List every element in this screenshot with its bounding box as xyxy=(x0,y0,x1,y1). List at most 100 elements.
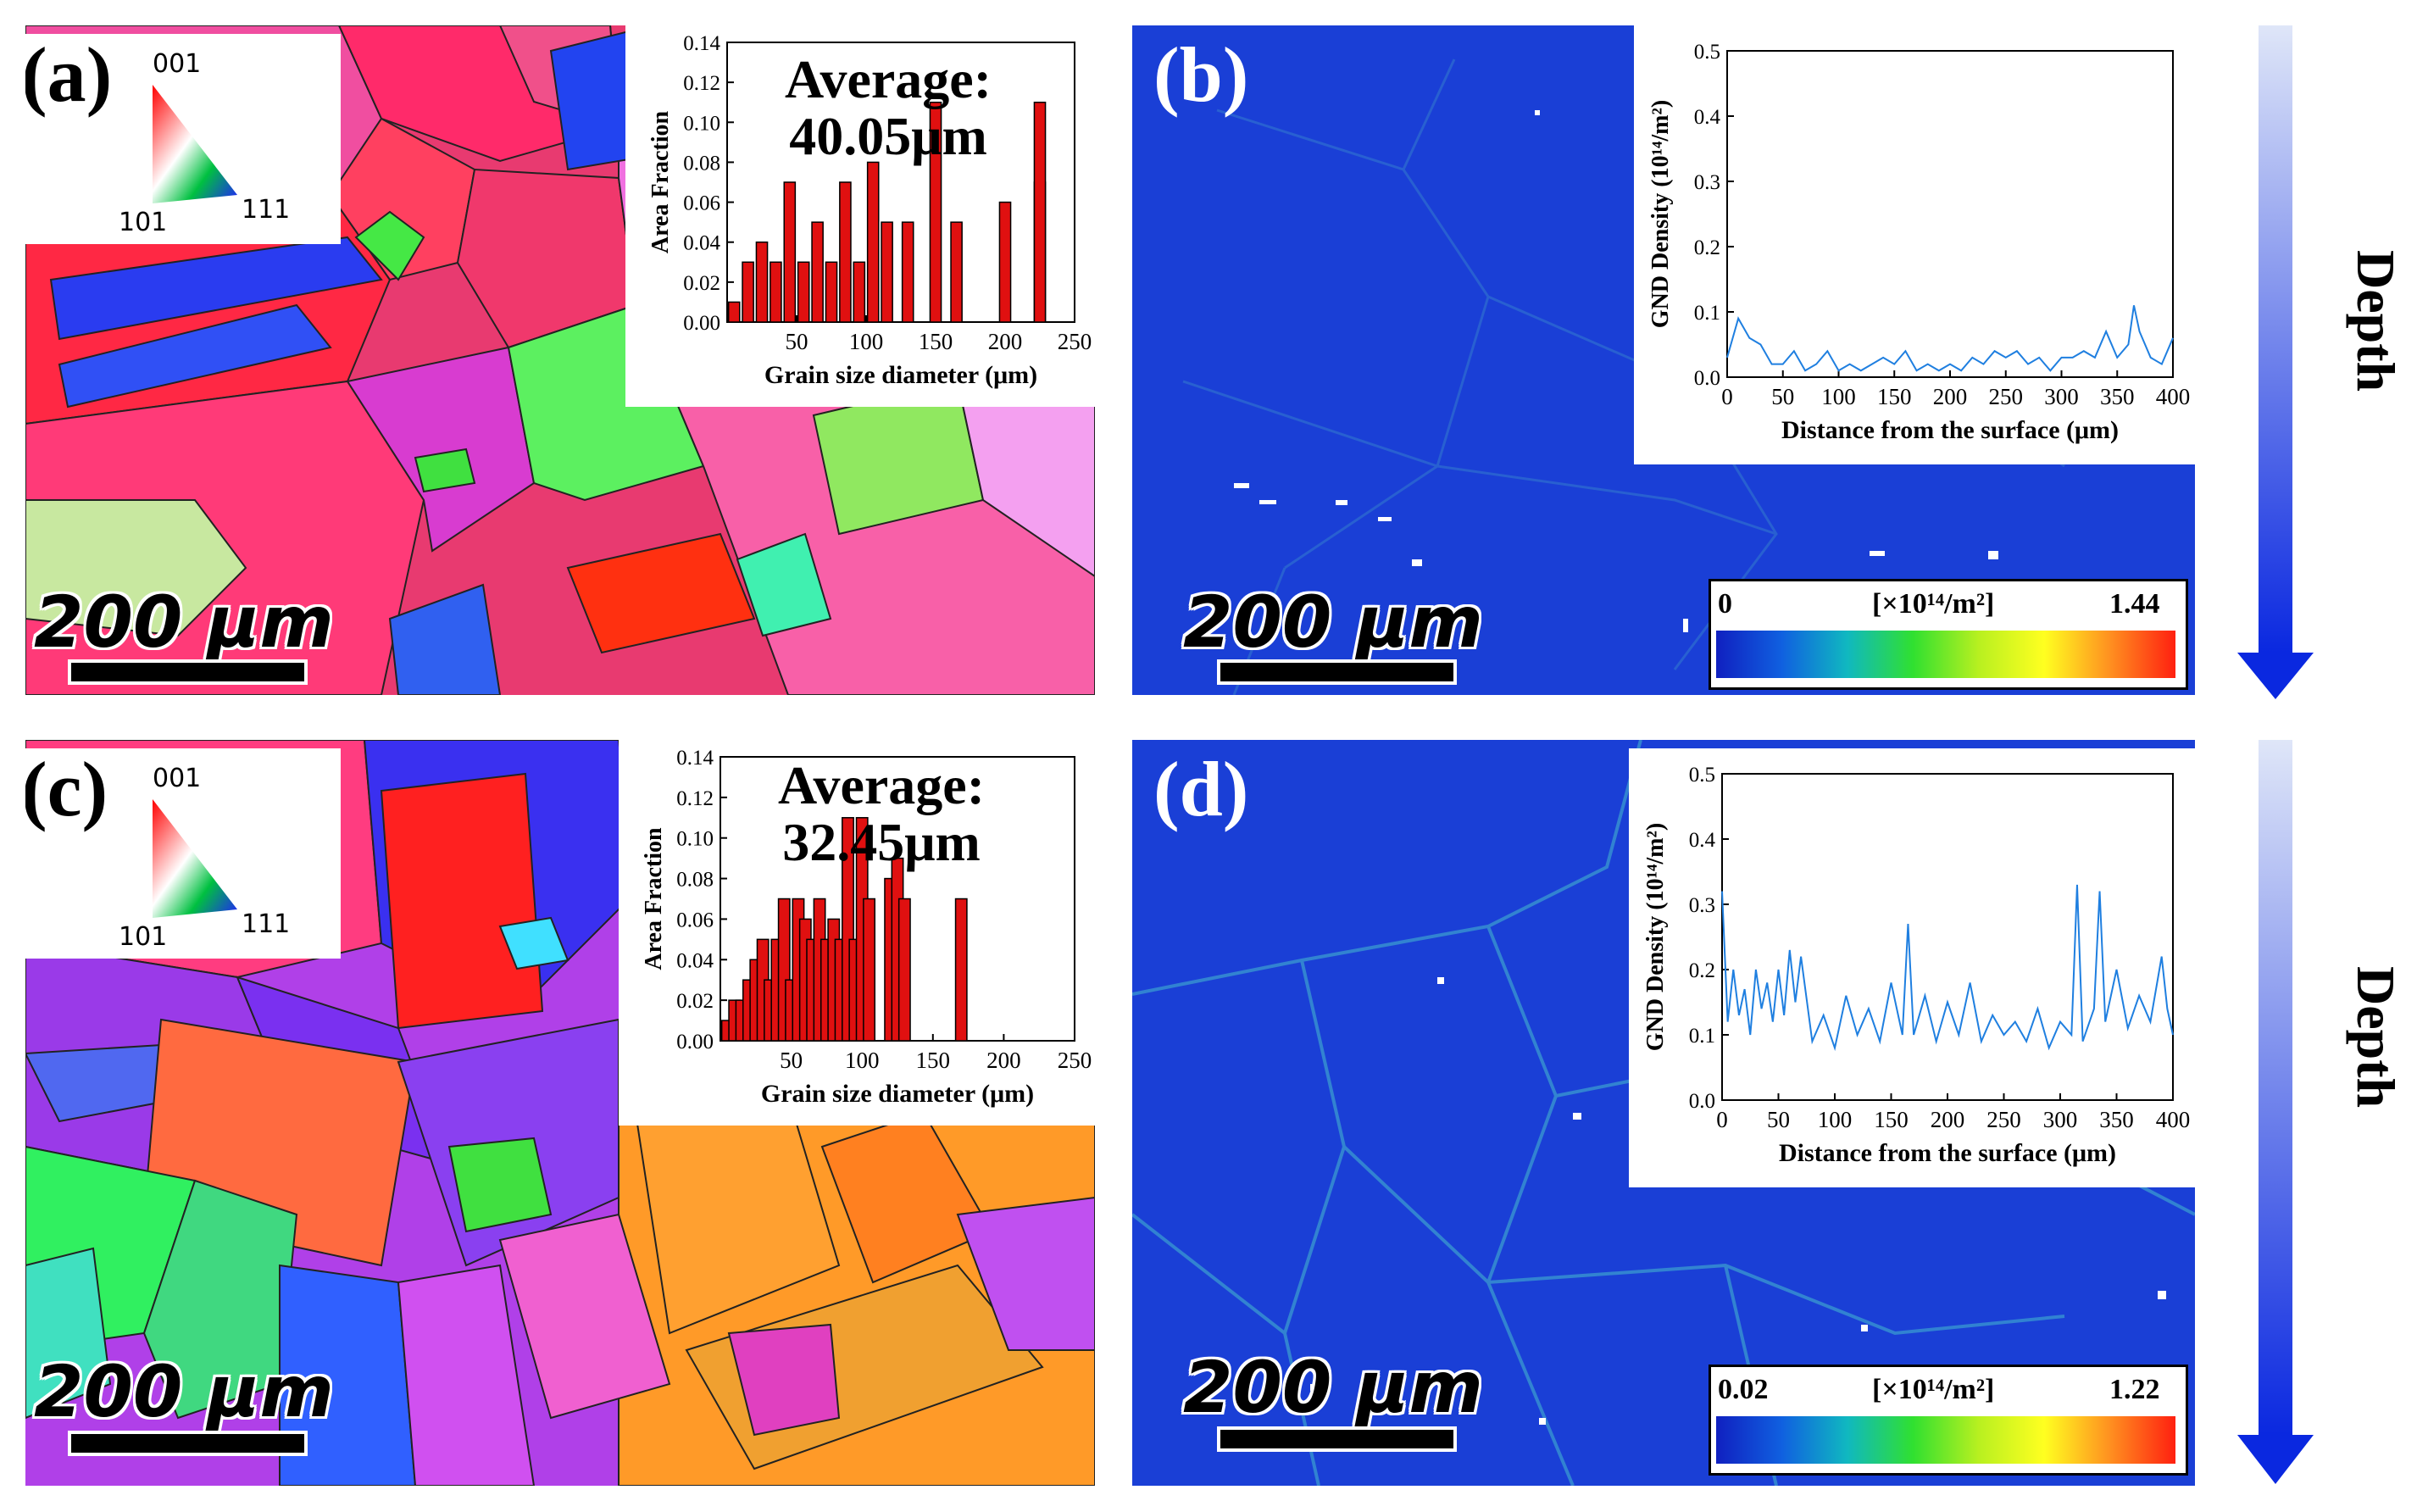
scale-bar-a xyxy=(68,659,308,685)
x-tick-label: 150 xyxy=(916,1048,951,1073)
y-tick-label: 0.2 xyxy=(1694,236,1720,259)
scale-bar-label-c: 200 μm xyxy=(34,1350,334,1433)
x-tick-label: 50 xyxy=(1767,1107,1790,1132)
y-axis-label: GND Density (10¹⁴/m²) xyxy=(1647,100,1674,328)
gnd-density-profile-b: 0.0 0.1 0.2 0.3 0.4 0.5 0 50 100 150 200 250 300 350 4… xyxy=(1647,41,2191,444)
histogram-bar xyxy=(901,221,914,323)
histogram-bar xyxy=(755,241,769,323)
y-tick-label: 0.08 xyxy=(676,869,714,892)
x-tick-label: 250 xyxy=(1989,384,2024,409)
x-tick-label: 100 xyxy=(849,329,884,354)
histogram-bar xyxy=(825,261,838,323)
depth-arrow-top xyxy=(2237,25,2314,703)
x-axis-label: Grain size diameter (μm) xyxy=(761,1080,1034,1108)
y-tick-label: 0.02 xyxy=(676,990,714,1013)
colorbar-gradient-d xyxy=(1716,1416,2175,1464)
x-tick-label: 350 xyxy=(2100,384,2135,409)
plot-frame xyxy=(1721,773,2174,1101)
y-tick-label: 0.5 xyxy=(1694,41,1720,64)
x-tick-label: 0 xyxy=(1721,384,1733,409)
panel-label-c: (c) xyxy=(25,746,108,832)
x-tick-label: 200 xyxy=(1931,1107,1965,1132)
histogram-bar xyxy=(950,221,963,323)
gnd-density-series-line xyxy=(1721,884,2174,1052)
y-tick-label: 0.00 xyxy=(676,1031,714,1053)
scale-bar-b xyxy=(1217,659,1457,685)
average-label: Average: xyxy=(785,49,992,109)
depth-label-bottom: Depth xyxy=(2346,966,2406,1109)
down-arrow-icon xyxy=(2237,25,2314,699)
histogram-bar xyxy=(811,221,824,323)
x-axis-label: Grain size diameter (μm) xyxy=(764,361,1037,389)
y-tick-label: 0.14 xyxy=(676,747,714,770)
histogram-bar xyxy=(897,898,911,1042)
panel-label-a: (a) xyxy=(25,31,113,118)
panel-label-b: (b) xyxy=(1153,31,1249,118)
x-tick-label: 50 xyxy=(786,329,808,354)
x-tick-label: 250 xyxy=(1058,329,1092,354)
ipf-label-111: 111 xyxy=(242,909,291,939)
x-tick-label: 50 xyxy=(1771,384,1794,409)
x-tick-label: 250 xyxy=(1986,1107,2021,1132)
histogram-bar xyxy=(742,261,754,323)
y-tick-label: 0.4 xyxy=(1689,829,1716,852)
plot-frame xyxy=(1726,50,2174,378)
y-axis-label: Area Fraction xyxy=(641,827,667,970)
histogram-bar xyxy=(866,161,880,323)
gnd-line-profile-inset-b: 0.0 0.1 0.2 0.3 0.4 0.5 0 50 100 150 200 250 300 350 4… xyxy=(1634,25,2195,464)
y-tick-label: 0.14 xyxy=(683,32,720,55)
panel-c-ipf-map: 001 101 111 (c) 0.00 0.02 0.04 0.06 0.08 0.10… xyxy=(25,740,1095,1486)
average-grain-size-c: Average: 32.45μm xyxy=(737,757,1025,873)
histogram-bar xyxy=(929,101,942,323)
colorbar-min-d: 0.02 xyxy=(1718,1374,1769,1405)
panel-label-d: (d) xyxy=(1153,746,1249,832)
y-tick-label: 0.0 xyxy=(1694,367,1720,390)
x-tick-label: 100 xyxy=(1821,384,1856,409)
ipf-triangle-icon xyxy=(153,85,237,203)
y-tick-label: 0.1 xyxy=(1689,1025,1715,1048)
x-tick-label: 150 xyxy=(1874,1107,1909,1132)
y-tick-label: 0.04 xyxy=(683,232,720,255)
histogram-bar xyxy=(839,181,852,323)
ipf-legend-c: 001 101 111 xyxy=(25,748,341,959)
x-tick-label: 400 xyxy=(2156,384,2191,409)
y-tick-label: 0.10 xyxy=(676,828,714,851)
colorbar-d: 0.02 [×10¹⁴/m²] 1.22 xyxy=(1709,1365,2188,1476)
depth-label-top: Depth xyxy=(2346,250,2406,392)
x-axis-label: Distance from the surface (μm) xyxy=(1781,416,2119,444)
panel-a-ipf-map: 001 101 111 (a) 0.00 0.02 0.04 0.06 0.08 0.10… xyxy=(25,25,1095,695)
gnd-density-series-line xyxy=(1726,305,2174,372)
y-tick-label: 0.1 xyxy=(1694,302,1720,325)
y-tick-label: 0.4 xyxy=(1694,106,1721,129)
y-tick-label: 0.2 xyxy=(1689,959,1715,982)
ipf-label-001: 001 xyxy=(153,49,202,79)
plot-frame xyxy=(726,42,1075,323)
x-tick-label: 400 xyxy=(2156,1107,2191,1132)
ipf-label-101: 101 xyxy=(119,922,168,952)
histogram-inset-c: 0.00 0.02 0.04 0.06 0.08 0.10 0.12 0.14 50 100 150… xyxy=(619,740,1095,1126)
histogram-bar xyxy=(853,261,866,323)
colorbar-min-b: 0 xyxy=(1718,588,1732,620)
y-tick-label: 0.00 xyxy=(683,312,720,335)
ipf-label-101: 101 xyxy=(119,208,168,237)
colorbar-unit-b: [×10¹⁴/m²] xyxy=(1872,588,1995,620)
average-grain-size-a: Average: 40.05μm xyxy=(744,49,1032,165)
histogram-inset-a: 0.00 0.02 0.04 0.06 0.08 0.10 0.12 0.14 50 100 150… xyxy=(625,25,1095,407)
histogram-bar xyxy=(863,898,875,1042)
ipf-label-111: 111 xyxy=(242,195,291,225)
colorbar-unit-d: [×10¹⁴/m²] xyxy=(1872,1374,1995,1405)
scale-bar-label-b: 200 μm xyxy=(1183,581,1483,664)
histogram-bar xyxy=(727,301,741,323)
colorbar-max-d: 1.22 xyxy=(2109,1374,2160,1405)
histogram-bar xyxy=(881,221,893,323)
gnd-density-profile-d: 0.0 0.1 0.2 0.3 0.4 0.5 0 50 100 150 200 250 300 350 4… xyxy=(1642,764,2191,1167)
down-arrow-icon xyxy=(2237,740,2314,1484)
histogram-bar xyxy=(797,261,810,323)
average-value: 32.45μm xyxy=(782,812,981,873)
y-tick-label: 0.06 xyxy=(676,909,714,931)
y-tick-label: 0.12 xyxy=(676,787,714,810)
colorbar-gradient-b xyxy=(1716,631,2175,678)
x-tick-label: 300 xyxy=(2043,1107,2078,1132)
panel-d-gnd-map: (d) 0.0 0.1 0.2 0.3 0.4 0.5 0 50 100 150 200 250 300… xyxy=(1132,740,2195,1486)
ipf-grain-map-c xyxy=(25,740,1095,1486)
